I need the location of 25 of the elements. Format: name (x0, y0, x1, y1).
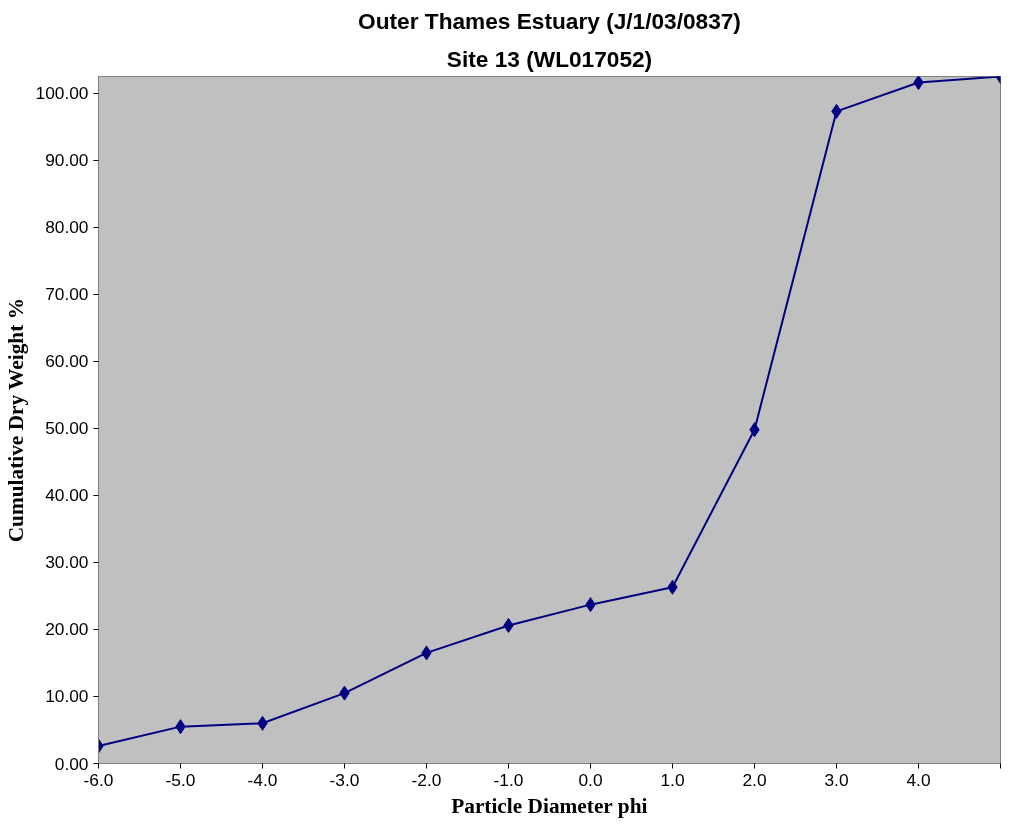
point (913, 76, 924, 91)
x-tick-label: -5.0 (165, 769, 196, 790)
x-tick-label: -4.0 (247, 769, 278, 790)
x-tick-label: 1.0 (660, 769, 685, 790)
y-tick-label: 80.00 (45, 217, 89, 238)
y-tick-label: 70.00 (45, 284, 89, 305)
x-tick-label: -1.0 (493, 769, 524, 790)
x-tick-label: 2.0 (742, 769, 767, 790)
y-tick-label: 100.00 (35, 83, 89, 104)
x-tick-label: 0.0 (578, 769, 603, 790)
y-tick-label: 20.00 (45, 619, 89, 640)
y-tick-label: 30.00 (45, 552, 89, 573)
x-tick-label: -3.0 (329, 769, 360, 790)
x-tick-label: -2.0 (411, 769, 442, 790)
y-tick-label: 10.00 (45, 686, 89, 707)
y-tick-label: 60.00 (45, 351, 89, 372)
chart-subtitle: Site 13 (WL017052) (446, 45, 653, 72)
y-tick-label: 50.00 (45, 418, 89, 439)
y-axis-title: Cumulative Dry Weight % (3, 298, 28, 543)
x-tick-label: 3.0 (824, 769, 849, 790)
x-tick-label: 4.0 (906, 769, 931, 790)
chart-title: Outer Thames Estuary (J/1/03/0837) (358, 7, 741, 34)
y-tick-label: 40.00 (45, 485, 89, 506)
y-tick-label: 90.00 (45, 150, 89, 171)
x-axis-title: Particle Diameter phi (451, 793, 648, 818)
